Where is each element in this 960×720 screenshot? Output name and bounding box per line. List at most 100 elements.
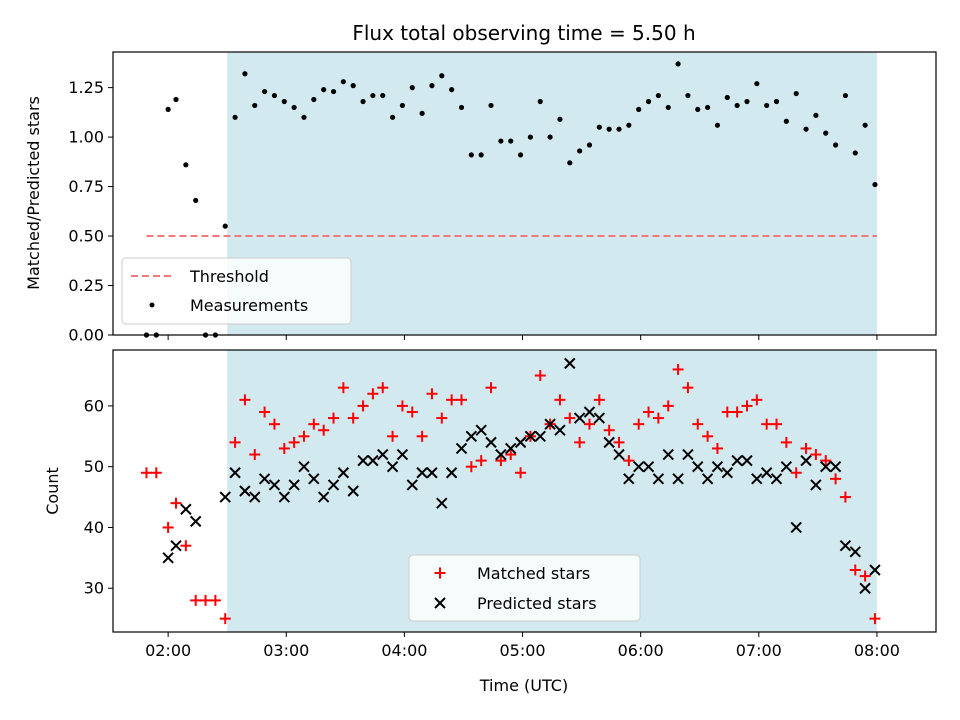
measurement-point — [193, 197, 199, 204]
predicted-star-point — [760, 467, 773, 479]
matched-star-point — [849, 564, 861, 576]
x-marker-b — [495, 448, 507, 461]
ratio-y-tick-label: 0.25 — [68, 276, 104, 295]
predicted-star-point — [406, 479, 418, 491]
measurement-point — [232, 114, 238, 120]
matched-star-point — [583, 418, 595, 430]
x-marker-b — [770, 473, 783, 485]
predicted-star-point — [790, 521, 802, 534]
measurement-point — [586, 142, 593, 148]
predicted-star-point — [672, 473, 684, 485]
matched-star-point — [298, 430, 310, 442]
measurement-point — [222, 223, 228, 229]
x-marker-b — [308, 473, 320, 485]
matched-star-point — [485, 382, 497, 394]
x-marker-b — [642, 460, 655, 473]
measurement-point — [271, 92, 278, 99]
measurement-point — [705, 104, 711, 111]
matched-star-point — [416, 430, 428, 442]
measurement-point — [764, 102, 770, 109]
x-marker-b — [564, 357, 576, 370]
measurement-point — [488, 102, 494, 109]
x-axis-label: Time (UTC) — [479, 676, 568, 695]
measurement-point — [655, 92, 661, 99]
matched-star-point — [446, 394, 458, 406]
predicted-star-point — [436, 497, 448, 509]
matched-star-point — [140, 467, 152, 479]
predicted-star-point — [800, 454, 812, 467]
matched-star-point — [268, 418, 280, 430]
predicted-star-point — [849, 546, 861, 558]
measurement-point — [773, 98, 780, 105]
x-marker-b — [436, 497, 448, 509]
measurement-point — [852, 150, 858, 156]
x-marker-b — [780, 460, 793, 473]
measurement-point — [370, 92, 376, 99]
x-marker-b — [162, 552, 174, 564]
x-marker-b — [573, 412, 586, 424]
measurement-point — [823, 130, 829, 136]
measurement-point — [685, 92, 691, 99]
predicted-star-point — [377, 448, 389, 461]
predicted-star-point — [780, 460, 793, 473]
predicted-star-point — [249, 491, 261, 503]
x-marker-b — [386, 460, 399, 473]
matched-star-point — [475, 455, 487, 467]
predicted-star-point — [162, 552, 174, 564]
x-marker-b — [524, 430, 537, 443]
matched-star-point — [318, 424, 330, 436]
predicted-star-point — [327, 479, 340, 491]
x-marker-b — [239, 485, 251, 497]
x-marker-b — [583, 406, 596, 418]
predicted-star-point — [632, 460, 645, 473]
x-marker-b — [219, 491, 231, 503]
measurement-point — [862, 122, 868, 128]
predicted-star-point — [229, 467, 241, 479]
predicted-star-point — [573, 412, 586, 424]
ratio-y-tick-label: 1.00 — [68, 128, 104, 147]
measurement-point — [301, 114, 307, 120]
measurement-point — [714, 122, 721, 128]
matched-star-point — [800, 442, 812, 454]
measurement-point — [311, 96, 317, 103]
predicted-star-point — [258, 473, 271, 485]
matched-star-point — [337, 382, 349, 394]
matched-star-point — [623, 455, 635, 467]
x-marker-b — [603, 436, 615, 449]
measurement-point — [321, 87, 327, 93]
measurement-point — [636, 106, 642, 112]
measurements-legend-marker — [149, 302, 155, 308]
matched-star-point — [711, 442, 723, 454]
matched-star-point — [367, 388, 379, 400]
x-marker-b — [534, 430, 546, 443]
x-marker-b — [652, 473, 665, 485]
ratio-panel: 0.00 0.25 0.50 0.75 1.00 1.25 Matched/Predict… — [24, 51, 937, 345]
measurement-point — [380, 92, 386, 99]
predicted-star-point — [347, 485, 359, 497]
matched-star-point — [771, 418, 783, 430]
x-marker-b — [258, 473, 271, 485]
measurement-point — [399, 102, 406, 109]
count-y-tick-label: 50 — [84, 457, 104, 476]
ratio-y-tick-label: 0.75 — [68, 177, 104, 196]
x-marker-b — [268, 479, 281, 491]
matched-star-point — [859, 570, 871, 582]
predicted-star-point — [495, 448, 507, 461]
predicted-star-point — [869, 564, 881, 576]
matched-star-point — [406, 406, 418, 418]
matched-star-point — [839, 491, 851, 503]
predicted-star-point — [485, 436, 497, 449]
matched-star-point — [495, 455, 507, 467]
x-marker-b — [711, 460, 724, 473]
predicted-star-point — [583, 406, 596, 418]
matched-star-point — [554, 394, 566, 406]
x-marker-b — [278, 491, 291, 503]
ratio-y-axis-label: Matched/Predicted stars — [24, 96, 43, 290]
count-legend-box — [408, 554, 641, 622]
predicted-star-point — [170, 539, 182, 552]
threshold-legend-label: Threshold — [189, 267, 269, 286]
measurement-point — [429, 83, 435, 89]
measurement-point — [626, 122, 632, 128]
matched-star-point — [741, 400, 753, 412]
